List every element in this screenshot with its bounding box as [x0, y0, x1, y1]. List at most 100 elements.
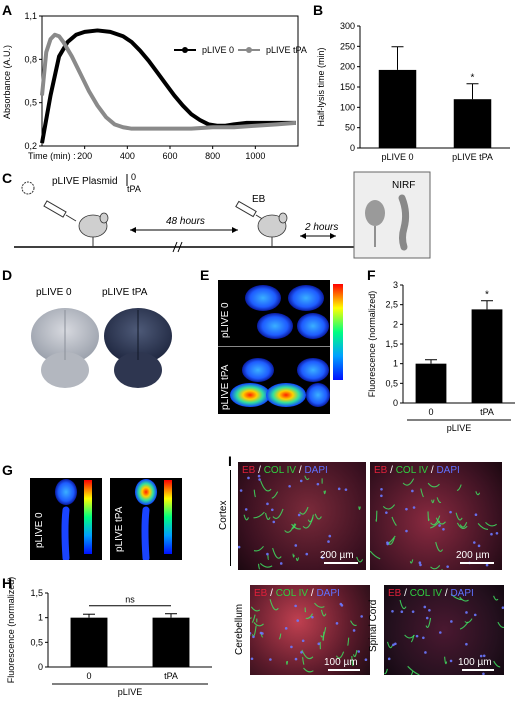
micrograph-cortex-tpa: EB / COL IV / DAPI 200 µm — [370, 462, 502, 570]
plasmid-icon — [21, 181, 35, 195]
vessel-overlay — [238, 474, 364, 570]
chart-a-ytick-label: 0,5 — [24, 98, 37, 108]
vessel — [456, 484, 462, 492]
nucleus — [316, 482, 320, 486]
nucleus — [415, 634, 419, 638]
nucleus — [385, 511, 388, 514]
stain-dapi: DAPI — [316, 588, 340, 599]
nucleus — [412, 506, 416, 509]
vessel — [475, 491, 481, 496]
vessel — [358, 506, 361, 511]
nucleus — [266, 552, 269, 556]
vessel — [291, 523, 297, 529]
scale-bar-label: 100 µm — [458, 657, 492, 668]
y-tick-label: 250 — [340, 41, 355, 51]
vessel — [260, 480, 272, 492]
nucleus — [446, 565, 449, 568]
vessel — [427, 482, 440, 488]
nirf-colorbar — [333, 284, 343, 380]
stain-dapi: DAPI — [436, 465, 460, 476]
micrograph-spinal-cord: EB / COL IV / DAPI 100 µm — [384, 585, 504, 675]
stain-sep: / — [390, 465, 393, 476]
y-tick-label: 0 — [38, 662, 43, 672]
stain-sep: / — [404, 588, 407, 599]
nucleus — [247, 476, 250, 480]
chart-a-xtick-label: 400 — [120, 151, 135, 161]
nucleus — [270, 508, 274, 512]
nucleus — [344, 488, 348, 491]
stain-dapi: DAPI — [304, 465, 328, 476]
nucleus — [423, 605, 427, 609]
nucleus — [411, 610, 415, 613]
category-label: tPA — [164, 671, 178, 681]
plasmid-opt-tpa: tPA — [127, 184, 141, 194]
legend-marker-plivetpa — [246, 47, 252, 53]
nucleus — [450, 620, 453, 623]
scale-bar-label: 100 µm — [324, 657, 358, 668]
stain-legend: EB / COL IV / DAPI — [374, 465, 460, 476]
brain-control — [31, 308, 99, 388]
y-axis-label: Half-lysis time (min) — [316, 47, 326, 126]
nucleus — [317, 642, 321, 646]
panel-g-label-plive0: pLIVE 0 — [34, 512, 45, 548]
y-tick-label: 0 — [350, 143, 355, 153]
y-tick-label: 300 — [340, 21, 355, 31]
vessel — [307, 514, 314, 523]
experiment-timeline-diagram: pLIVE Plasmid 0 tPA 48 hours EB 2 hours … — [14, 171, 431, 259]
nucleus — [300, 650, 303, 654]
fluorescence-bar-chart-spinal: 0 0,5 1 1,5 Fluorescence (normalized) 0 tPA pLI… — [6, 577, 212, 697]
vessel — [314, 513, 322, 520]
vessel — [347, 637, 350, 646]
panel-letter-b: B — [313, 2, 324, 18]
nucleus — [482, 654, 486, 658]
nucleus — [479, 654, 483, 658]
nucleus — [387, 657, 391, 661]
panel-d-label-plive0: pLIVE 0 — [36, 287, 72, 298]
nucleus — [465, 642, 468, 646]
vessel — [409, 559, 414, 564]
panel-letter-d: D — [2, 267, 13, 283]
mouse-icon-1 — [78, 212, 109, 247]
vessel — [272, 508, 284, 519]
chart-a-xlabel: Time (min) : — [28, 151, 76, 161]
vessel — [436, 497, 442, 503]
nucleus — [250, 631, 252, 635]
nucleus — [327, 540, 330, 543]
stain-col: COL IV — [395, 465, 429, 476]
nucleus — [424, 651, 427, 654]
region-label-cortex: Cortex — [218, 500, 229, 530]
y-tick-label: 3 — [393, 280, 398, 290]
nucleus — [238, 545, 241, 549]
nucleus — [419, 563, 422, 567]
group-label: pLIVE — [447, 423, 472, 433]
nucleus — [352, 629, 356, 632]
absorbance-line-chart: 0,2 0,5 0,8 1,1 200 400 600 800 1000 Absorbance … — [2, 11, 307, 161]
y-tick-label: 200 — [340, 62, 355, 72]
eb-label: EB — [252, 194, 266, 205]
vessel — [253, 489, 256, 498]
nucleus — [405, 507, 408, 511]
nucleus — [360, 615, 363, 618]
nucleus — [335, 622, 339, 625]
bar — [378, 69, 417, 148]
y-tick-label: 50 — [345, 123, 355, 133]
nucleus — [380, 494, 383, 498]
stain-dapi: DAPI — [450, 588, 474, 599]
scale-bar — [328, 669, 360, 671]
vessel — [430, 515, 441, 526]
vessel — [335, 651, 345, 659]
nucleus — [428, 609, 431, 612]
vessel — [304, 475, 310, 481]
stain-col: COL IV — [263, 465, 297, 476]
vessel — [430, 520, 441, 529]
stain-eb: EB — [388, 588, 402, 599]
vessel — [431, 499, 435, 504]
nucleus — [340, 604, 344, 607]
nucleus — [473, 541, 476, 544]
cortex-bracket — [230, 470, 231, 566]
stain-eb: EB — [254, 588, 268, 599]
nucleus — [290, 645, 293, 649]
stain-legend: EB / COL IV / DAPI — [388, 588, 474, 599]
vessel — [455, 512, 463, 521]
vessel — [406, 670, 414, 675]
